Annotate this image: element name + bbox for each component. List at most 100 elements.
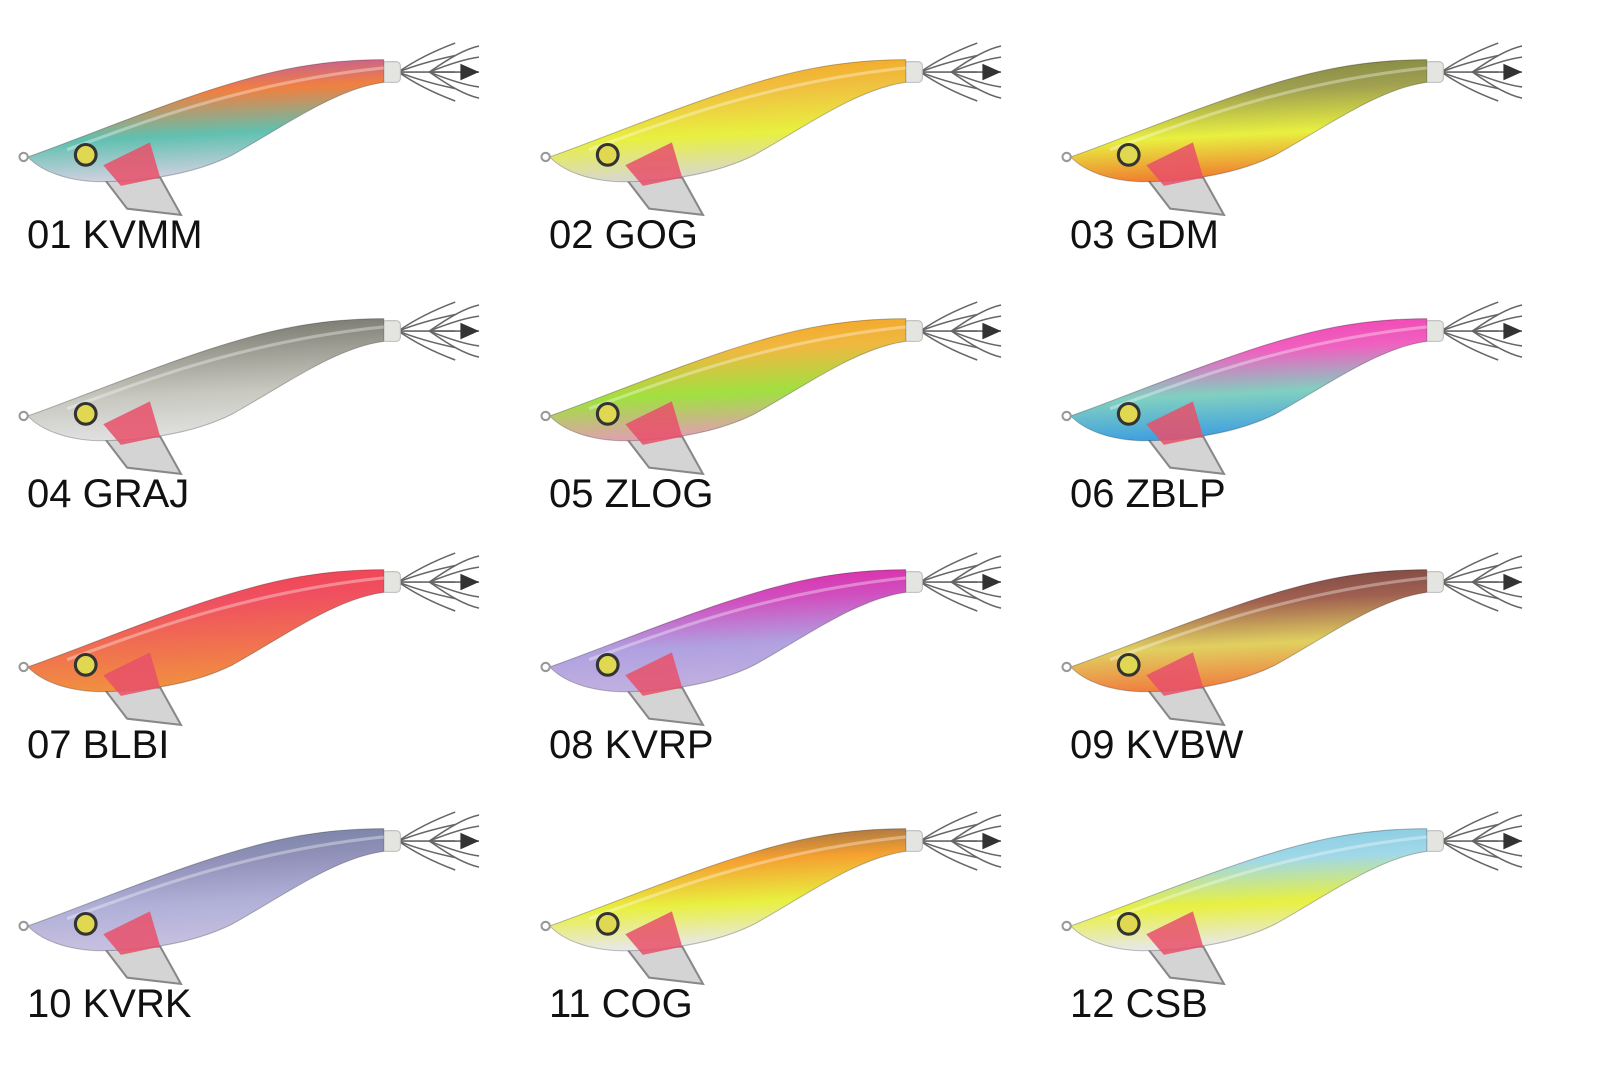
jig-card [18,811,480,986]
tentacle [397,42,456,73]
tentacle [428,330,480,358]
tentacle [1441,330,1499,349]
jig-card [540,301,1002,476]
jig-card [1061,552,1523,727]
tentacle [951,71,1002,88]
jig-card [1061,301,1523,476]
jig-stripe [66,835,384,921]
tentacle [920,71,978,90]
jig-eye [1116,401,1141,426]
tentacle [1441,823,1499,842]
color-label: 04 GRAJ [27,472,189,516]
tentacle [429,840,480,857]
jig-card [1061,42,1523,217]
tentacle [950,71,1002,99]
tentacle [428,45,480,73]
tentacle [950,304,1002,332]
jig-head-cap [982,63,1002,81]
tentacle [1440,840,1499,871]
jig-card [540,811,1002,986]
jig-stripe [66,66,384,152]
tentacle [919,581,978,612]
tentacle [429,330,480,347]
tentacle [920,313,978,332]
jig-tail-ring [1424,320,1444,342]
tentacle [429,315,480,332]
tentacle [398,840,456,859]
jig-eyelet [1061,151,1072,163]
jig-tentacles [1440,811,1523,871]
color-label: 08 KVRP [549,723,714,767]
tentacle [1441,71,1499,90]
jig-fin [625,401,683,445]
tentacle [951,840,1002,857]
tentacle [920,330,978,349]
jig-eyelet [18,410,29,422]
jig-tentacles [919,811,1002,871]
tentacle [1441,581,1499,600]
tentacle [951,56,1002,73]
tentacle [1471,555,1523,583]
jig-body [548,828,907,952]
tentacle [429,56,480,73]
tentacle [398,581,456,600]
jig-tail-ring [381,830,401,852]
jig-sinker [623,176,705,217]
tentacle [1471,71,1523,99]
tentacle [919,811,978,842]
tentacle [397,552,456,583]
tentacle [397,581,456,612]
jig-stripe [66,325,384,411]
jig-tail-ring [1424,571,1444,593]
jig-eye [73,142,98,167]
tentacle [1471,45,1523,73]
jig-tail-ring [903,61,923,83]
jig-tentacles [397,301,480,361]
tentacle [429,71,480,88]
color-label: 03 GDM [1070,213,1219,257]
jig-fin [103,401,161,445]
jig-eye [1116,911,1141,936]
tentacle [1440,330,1499,361]
jig-tentacles [919,552,1002,612]
jig-tail-ring [903,320,923,342]
jig-tentacles [1440,42,1523,102]
tentacle [1472,315,1523,332]
jig-tail-ring [381,320,401,342]
jig-fin [625,142,683,186]
tentacle [398,823,456,842]
jig-sinker [101,945,183,986]
jig-fin [625,911,683,955]
tentacle [1471,814,1523,842]
jig-eye [73,911,98,936]
tentacle [1440,811,1499,842]
jig-card [18,552,480,727]
jig-tentacles [919,301,1002,361]
tentacle [1471,330,1523,358]
jig-fin [1146,911,1204,955]
jig-tail-ring [903,571,923,593]
jig-stripe [588,325,906,411]
tentacle [950,814,1002,842]
jig-fin [103,911,161,955]
jig-sinker [101,686,183,727]
jig-sinker [1144,686,1226,727]
tentacle [950,45,1002,73]
tentacle [950,555,1002,583]
jig-sinker [1144,176,1226,217]
tentacle [950,330,1002,358]
jig-stripe [588,66,906,152]
tentacle [428,555,480,583]
jig-stripe [1109,576,1427,662]
tentacle [398,330,456,349]
jig-eye [595,911,620,936]
tentacle [1472,840,1523,857]
tentacle [950,581,1002,609]
jig-sinker [623,945,705,986]
tentacle [428,304,480,332]
tentacle [428,814,480,842]
jig-body [26,828,385,952]
jig-stripe [1109,835,1427,921]
jig-eyelet [1061,920,1072,932]
color-label: 10 KVRK [27,982,192,1026]
